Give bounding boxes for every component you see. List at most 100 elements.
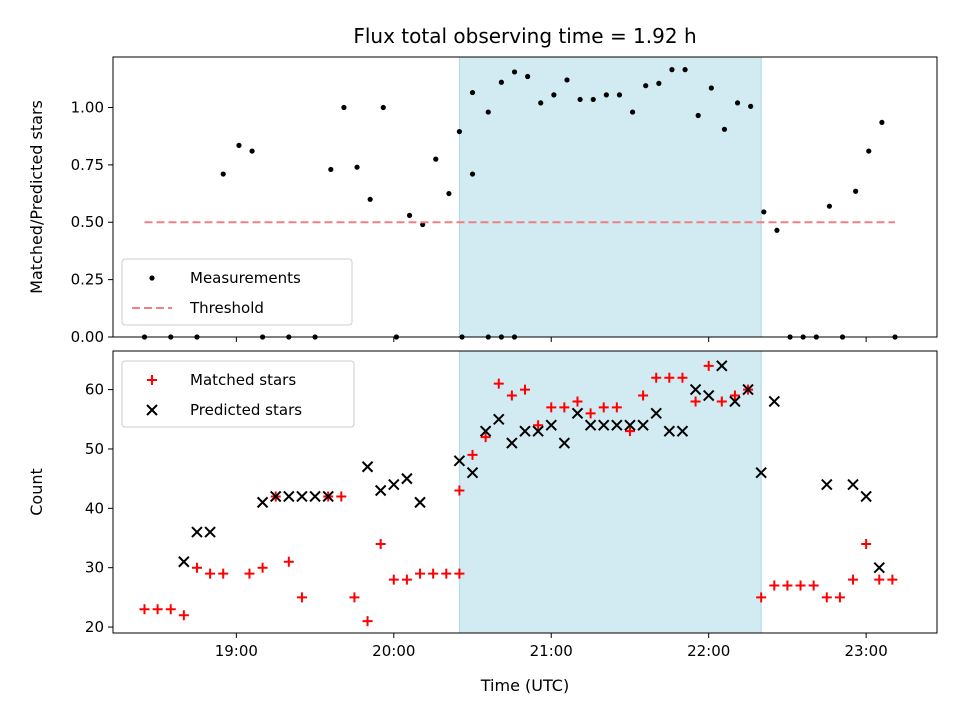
- axes-frame: [112, 56, 938, 338]
- matched-star-point: [428, 568, 439, 579]
- predicted-star-point: [611, 419, 623, 431]
- measurement-point: [367, 196, 373, 202]
- measurement-point: [721, 126, 728, 132]
- predicted-star-point: [204, 526, 216, 538]
- bottom-panel: 20 30 40 50 60 19:00 20:00 21:00 22:00 23:00 Count…: [27, 350, 938, 695]
- predicted-star-point: [453, 455, 466, 467]
- predicted-star-point: [414, 496, 426, 509]
- matched-star-point: [887, 574, 898, 585]
- matched-star-point: [388, 574, 399, 585]
- matched-star-point: [375, 538, 386, 549]
- predicted-star-point: [689, 383, 702, 396]
- y-tick-label: 0.50: [71, 213, 104, 231]
- measurement-point: [511, 69, 518, 75]
- predicted-star-point: [506, 437, 518, 449]
- chart-title: Flux total observing time = 1.92 h: [353, 24, 696, 48]
- matched-star-point: [716, 396, 727, 407]
- matched-star-point: [848, 574, 859, 585]
- predicted-star-point: [716, 360, 728, 372]
- measurement-point: [826, 203, 833, 209]
- predicted-star-point: [624, 419, 636, 431]
- predicted-star-point: [178, 556, 190, 568]
- measurement-point: [538, 100, 544, 106]
- y-axis-label: Count: [27, 468, 46, 516]
- matched-star-point: [139, 604, 150, 615]
- matched-star-point: [152, 604, 163, 615]
- matched-star-point: [296, 592, 307, 603]
- matched-star-point: [283, 556, 294, 567]
- legend-box: [121, 258, 353, 326]
- predicted-star-point: [768, 395, 781, 408]
- measurement-point: [734, 100, 741, 106]
- legend: Matched stars Predicted stars: [121, 360, 355, 428]
- matched-star-point: [349, 592, 360, 603]
- matched-star-point: [729, 390, 740, 401]
- predicted-star-point: [493, 413, 505, 425]
- measurement-point: [669, 67, 675, 73]
- legend-label: Predicted stars: [190, 401, 302, 419]
- matched-star-point: [336, 491, 347, 502]
- predicted-star-point: [322, 490, 334, 503]
- matched-star-point: [467, 449, 478, 460]
- matched-star-point: [415, 568, 426, 579]
- predicted-star-point: [361, 461, 374, 473]
- y-tick-label: 0.25: [71, 271, 104, 289]
- predicted-star-point: [479, 425, 492, 437]
- measurement-point: [866, 148, 872, 154]
- measurement-point: [433, 156, 439, 162]
- measurement-point: [695, 112, 701, 119]
- measurement-point: [564, 77, 570, 83]
- measurement-point: [525, 73, 531, 80]
- predicted-star-point: [309, 490, 321, 503]
- predicted-star-point: [584, 419, 597, 431]
- matched-star-point: [244, 568, 255, 579]
- matched-star-point: [795, 580, 806, 591]
- matched-star-point: [861, 538, 872, 549]
- y-tick-label: 50: [85, 440, 104, 458]
- predicted-star-point: [283, 490, 295, 503]
- measurement-point: [469, 89, 476, 96]
- x-tick-label: 20:00: [372, 642, 415, 660]
- predicted-star-point: [702, 389, 715, 402]
- matched-star-point: [533, 420, 544, 431]
- matched-star-point: [664, 372, 675, 383]
- measurement-point: [643, 83, 649, 89]
- measurement-point: [220, 171, 226, 177]
- y-tick-label: 40: [85, 499, 104, 517]
- x-axis-label: Time (UTC): [480, 676, 569, 695]
- matched-star-point: [362, 616, 373, 627]
- measurement-point: [656, 80, 662, 86]
- measurement-point: [761, 209, 767, 215]
- legend-plus-marker: [147, 375, 157, 385]
- predicted-star-point: [296, 490, 308, 503]
- legend-label: Measurements: [190, 269, 301, 287]
- matched-star-point: [454, 568, 465, 579]
- predicted-star-point: [637, 419, 649, 431]
- matched-star-point: [572, 396, 583, 407]
- matched-star-point: [257, 562, 268, 573]
- matched-star-point: [493, 378, 504, 389]
- measurement-point: [629, 109, 636, 115]
- predicted-star-point: [663, 425, 676, 437]
- measurement-point: [249, 148, 255, 154]
- matched-star-point: [782, 580, 793, 591]
- matched-star-point: [454, 485, 465, 496]
- y-tick-label: 1.00: [71, 98, 104, 116]
- matched-star-point: [480, 432, 491, 443]
- predicted-star-point: [650, 407, 662, 420]
- matched-star-point: [703, 360, 714, 371]
- measurement-point: [682, 67, 688, 73]
- matched-star-point: [808, 580, 819, 591]
- matched-star-point: [585, 408, 596, 419]
- legend-box: [121, 360, 355, 428]
- predicted-star-point: [374, 484, 387, 497]
- legend-x-marker: [146, 404, 158, 416]
- predicted-star-point: [676, 425, 689, 437]
- legend-dot-marker: [149, 275, 155, 281]
- measurement-point: [469, 171, 476, 177]
- measurement-point: [456, 128, 462, 135]
- legend-label: Threshold: [189, 299, 264, 317]
- matched-star-point: [598, 402, 609, 413]
- predicted-star-point: [742, 383, 754, 396]
